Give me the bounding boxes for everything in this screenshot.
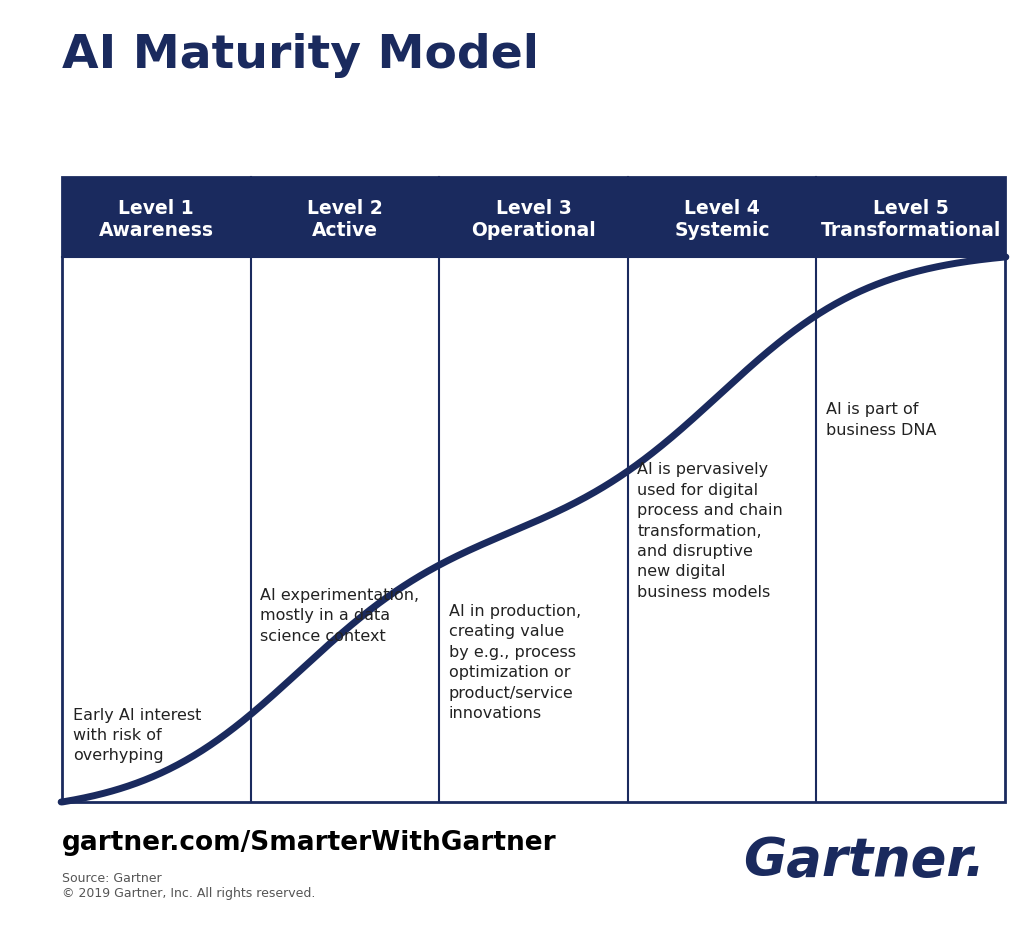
- Bar: [62, 178, 251, 258]
- Bar: [628, 178, 816, 258]
- Text: Level 2: Level 2: [307, 198, 383, 217]
- Text: Source: Gartner: Source: Gartner: [62, 871, 162, 884]
- Text: Level 5: Level 5: [872, 198, 948, 217]
- Text: AI Maturity Model: AI Maturity Model: [62, 33, 539, 78]
- Text: Level 1: Level 1: [119, 198, 195, 217]
- Text: Level 4: Level 4: [684, 198, 760, 217]
- Bar: [816, 178, 1005, 258]
- Text: Awareness: Awareness: [98, 221, 214, 240]
- Text: © 2019 Gartner, Inc. All rights reserved.: © 2019 Gartner, Inc. All rights reserved…: [62, 886, 315, 899]
- Text: Active: Active: [312, 221, 378, 240]
- Bar: [251, 178, 439, 258]
- Text: Systemic: Systemic: [674, 221, 770, 240]
- Text: gartner.com/SmarterWithGartner: gartner.com/SmarterWithGartner: [62, 829, 557, 855]
- Text: Early AI interest
with risk of
overhyping: Early AI interest with risk of overhypin…: [74, 707, 202, 763]
- Bar: [439, 178, 628, 258]
- Text: AI experimentation,
mostly in a data
science context: AI experimentation, mostly in a data sci…: [260, 587, 419, 643]
- Text: Transformational: Transformational: [820, 221, 1000, 240]
- Text: AI is pervasively
used for digital
process and chain
transformation,
and disrupt: AI is pervasively used for digital proce…: [637, 462, 783, 599]
- Text: Operational: Operational: [471, 221, 596, 240]
- Text: AI in production,
creating value
by e.g., process
optimization or
product/servic: AI in production, creating value by e.g.…: [449, 604, 581, 721]
- Text: Level 3: Level 3: [496, 198, 571, 217]
- Bar: [62, 178, 1005, 803]
- Text: AI is part of
business DNA: AI is part of business DNA: [825, 402, 936, 437]
- Text: Gartner.: Gartner.: [743, 834, 985, 886]
